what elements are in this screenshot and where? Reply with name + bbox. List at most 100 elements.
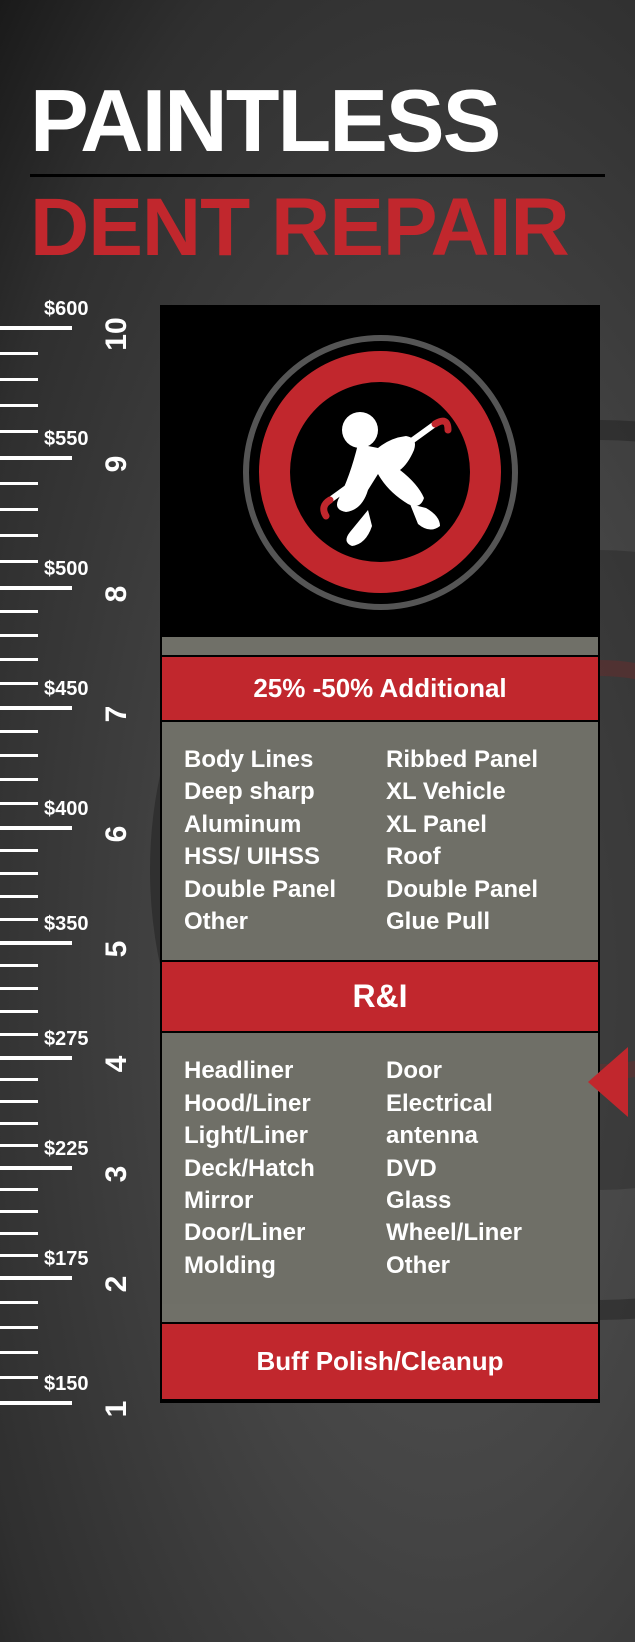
ruler-number: 3 bbox=[100, 1154, 134, 1194]
ruler-minor-tick bbox=[0, 1188, 38, 1191]
list-item: Glass bbox=[386, 1185, 576, 1217]
price-ruler: $60010$5509$5008$4507$4006$3505$2754$225… bbox=[0, 296, 120, 1436]
buff-header: Buff Polish/Cleanup bbox=[162, 1322, 598, 1401]
ruler-minor-tick bbox=[0, 1326, 38, 1329]
ruler-minor-tick bbox=[0, 802, 38, 805]
ruler-minor-tick bbox=[0, 730, 38, 733]
list-item: Body Lines bbox=[184, 744, 374, 776]
ruler-minor-tick bbox=[0, 508, 38, 511]
gap bbox=[162, 637, 598, 655]
ruler-number: 8 bbox=[100, 574, 134, 614]
ruler-minor-tick bbox=[0, 430, 38, 433]
list-item: Hood/Liner bbox=[184, 1088, 374, 1120]
ruler-minor-tick bbox=[0, 378, 38, 381]
ruler-major-tick bbox=[0, 1401, 72, 1405]
list-item: XL Vehicle bbox=[386, 776, 576, 808]
ruler-minor-tick bbox=[0, 1210, 38, 1213]
ruler-minor-tick bbox=[0, 1033, 38, 1036]
ruler-minor-tick bbox=[0, 1122, 38, 1125]
list-item: Mirror bbox=[184, 1185, 374, 1217]
ruler-minor-tick bbox=[0, 872, 38, 875]
logo-area bbox=[162, 307, 598, 637]
ruler-number: 2 bbox=[100, 1264, 134, 1304]
ruler-minor-tick bbox=[0, 778, 38, 781]
logo-inner-circle bbox=[290, 382, 470, 562]
ruler-minor-tick bbox=[0, 895, 38, 898]
list-item: Glue Pull bbox=[386, 906, 576, 938]
logo-outer-ring bbox=[243, 335, 518, 610]
ruler-minor-tick bbox=[0, 404, 38, 407]
ruler-price: $175 bbox=[44, 1248, 89, 1271]
list-item: Electrical bbox=[386, 1088, 576, 1120]
list-item: Deep sharp bbox=[184, 776, 374, 808]
additional-panel: Body LinesDeep sharpAluminumHSS/ UIHSSDo… bbox=[162, 722, 598, 960]
ruler-number: 9 bbox=[100, 444, 134, 484]
ruler-minor-tick bbox=[0, 1254, 38, 1257]
ruler-price: $550 bbox=[44, 428, 89, 451]
ruler-minor-tick bbox=[0, 1232, 38, 1235]
list-item: Deck/Hatch bbox=[184, 1153, 374, 1185]
pricing-card: 25% -50% Additional Body LinesDeep sharp… bbox=[160, 305, 600, 1403]
ruler-major-tick bbox=[0, 586, 72, 590]
ruler-number: 10 bbox=[100, 314, 134, 354]
ruler-price: $450 bbox=[44, 678, 89, 701]
ruler-minor-tick bbox=[0, 560, 38, 563]
list-item: Other bbox=[184, 906, 374, 938]
pdr-tech-icon bbox=[290, 382, 470, 562]
ruler-minor-tick bbox=[0, 1376, 38, 1379]
ruler-major-tick bbox=[0, 456, 72, 460]
list-item: Light/Liner bbox=[184, 1120, 374, 1152]
ruler-major-tick bbox=[0, 1166, 72, 1170]
ruler-major-tick bbox=[0, 326, 72, 330]
ruler-price: $400 bbox=[44, 798, 89, 821]
ruler-minor-tick bbox=[0, 1078, 38, 1081]
ruler-minor-tick bbox=[0, 1144, 38, 1147]
list-item: HSS/ UIHSS bbox=[184, 841, 374, 873]
ruler-minor-tick bbox=[0, 1100, 38, 1103]
ruler-minor-tick bbox=[0, 482, 38, 485]
ruler-minor-tick bbox=[0, 658, 38, 661]
ruler-price: $500 bbox=[44, 558, 89, 581]
gap bbox=[162, 1304, 598, 1322]
list-item: Wheel/Liner bbox=[386, 1217, 576, 1249]
list-item: Door/Liner bbox=[184, 1217, 374, 1249]
additional-col-right: Ribbed PanelXL VehicleXL PanelRoofDouble… bbox=[386, 744, 576, 938]
ruler-minor-tick bbox=[0, 1010, 38, 1013]
ruler-number: 7 bbox=[100, 694, 134, 734]
ruler-minor-tick bbox=[0, 682, 38, 685]
list-item: Door bbox=[386, 1055, 576, 1087]
ruler-minor-tick bbox=[0, 634, 38, 637]
title-line2: DENT REPAIR bbox=[30, 181, 605, 275]
ruler-major-tick bbox=[0, 941, 72, 945]
ruler-minor-tick bbox=[0, 1301, 38, 1304]
ruler-number: 6 bbox=[100, 814, 134, 854]
list-item: Headliner bbox=[184, 1055, 374, 1087]
ruler-price: $600 bbox=[44, 298, 89, 321]
ruler-number: 4 bbox=[100, 1044, 134, 1084]
title-line1: PAINTLESS bbox=[30, 70, 605, 172]
list-item: XL Panel bbox=[386, 809, 576, 841]
list-item: DVD bbox=[386, 1153, 576, 1185]
ri-panel: HeadlinerHood/LinerLight/LinerDeck/Hatch… bbox=[162, 1033, 598, 1304]
ruler-price: $350 bbox=[44, 913, 89, 936]
ruler-price: $275 bbox=[44, 1028, 89, 1051]
ruler-major-tick bbox=[0, 826, 72, 830]
list-item: Double Panel bbox=[184, 874, 374, 906]
logo-red-ring bbox=[255, 347, 505, 597]
ri-col-left: HeadlinerHood/LinerLight/LinerDeck/Hatch… bbox=[184, 1055, 374, 1282]
list-item: Double Panel bbox=[386, 874, 576, 906]
ruler-number: 5 bbox=[100, 929, 134, 969]
ruler-minor-tick bbox=[0, 987, 38, 990]
list-item: Ribbed Panel bbox=[386, 744, 576, 776]
ruler-minor-tick bbox=[0, 754, 38, 757]
ruler-price: $150 bbox=[44, 1373, 89, 1396]
ruler-number: 1 bbox=[100, 1389, 134, 1429]
ruler-minor-tick bbox=[0, 1351, 38, 1354]
ruler-minor-tick bbox=[0, 610, 38, 613]
ruler-minor-tick bbox=[0, 918, 38, 921]
ruler-minor-tick bbox=[0, 849, 38, 852]
page-title: PAINTLESS DENT REPAIR bbox=[30, 70, 605, 275]
list-item: antenna bbox=[386, 1120, 576, 1152]
title-divider bbox=[30, 174, 605, 177]
ruler-price: $225 bbox=[44, 1138, 89, 1161]
